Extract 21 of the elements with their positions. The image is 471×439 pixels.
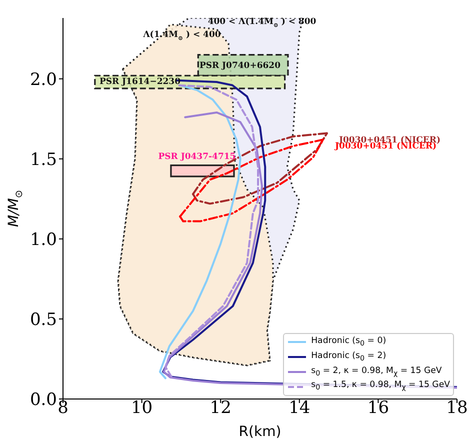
x-tick-label: 16: [367, 398, 390, 418]
legend-label: Hadronic (s$_{0}$ = 0): [311, 335, 386, 350]
x-tick-label: 8: [58, 398, 68, 418]
y-tick-label: 0.5: [30, 310, 57, 330]
annotation: Λ(1.4M$_{⊙}$) < 400: [142, 30, 221, 42]
x-tick-label: 18: [446, 398, 468, 418]
annotation: PSR J0437-4715: [158, 152, 236, 162]
legend-label: s$_{0}$ = 1.5, κ = 0.98, M$_{χ}$ = 15 GeV: [311, 379, 450, 394]
x-tick-label: 12: [210, 398, 232, 418]
x-axis-title: R(km): [238, 424, 282, 439]
x-tick-label: 14: [288, 398, 310, 418]
y-tick-label: 2.0: [30, 70, 57, 90]
annotation: PSR J1614−2230: [99, 77, 181, 88]
x-tick-label: 10: [130, 398, 153, 418]
annotation: 400 < Λ(1.4M$_{⊙}$) < 800: [208, 17, 316, 30]
y-tick-label: 1.0: [30, 230, 57, 250]
y-tick-label: 1.5: [30, 150, 57, 170]
legend-label: s$_{0}$ = 2, κ = 0.98, M$_{χ}$ = 15 GeV: [311, 364, 442, 380]
annotation: PSR J0740+6620: [199, 61, 281, 72]
legend-label: Hadronic (s$_{0}$ = 2): [311, 350, 386, 365]
y-tick-label: 0.0: [30, 390, 57, 410]
